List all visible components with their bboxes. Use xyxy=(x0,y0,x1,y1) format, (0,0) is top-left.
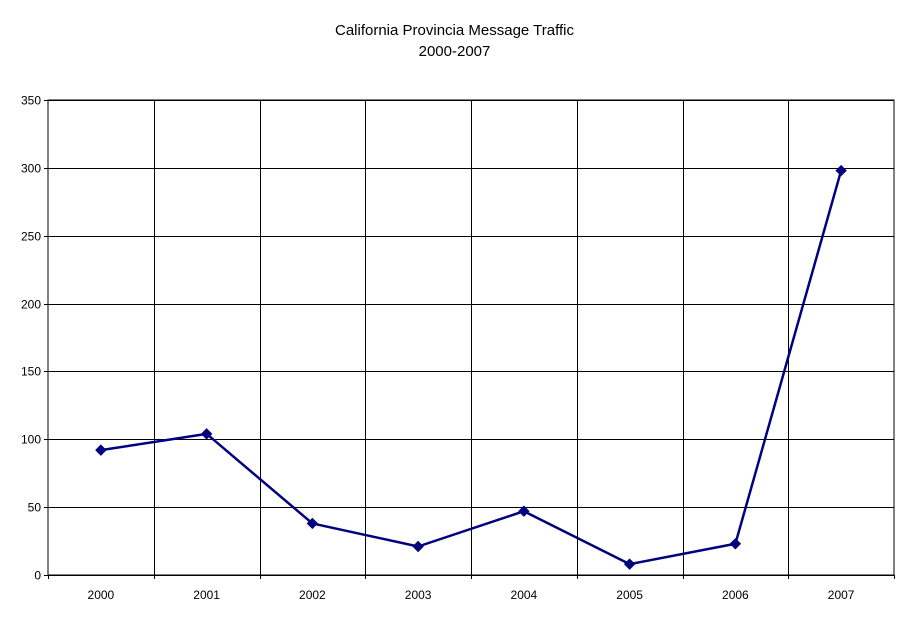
y-tick-label: 50 xyxy=(28,501,42,515)
y-tick-label: 200 xyxy=(21,298,41,312)
y-tick-label: 100 xyxy=(21,433,41,447)
y-tick-label: 350 xyxy=(21,94,41,108)
x-tick-label: 2000 xyxy=(88,588,115,602)
x-tick-label: 2002 xyxy=(299,588,326,602)
data-point xyxy=(200,428,213,440)
data-point xyxy=(306,517,319,530)
y-tick-label: 300 xyxy=(21,162,41,176)
y-tick-label: 0 xyxy=(34,569,41,583)
series-line xyxy=(100,170,843,566)
chart-subtitle: 2000-2007 xyxy=(418,43,491,60)
tick-labels: 0 50 100 150 200 250 300 350 2000 2001 2002 2003 200… xyxy=(21,94,855,603)
x-tick-label: 2006 xyxy=(722,588,749,602)
x-tick-label: 2001 xyxy=(193,588,220,602)
y-tick-label: 250 xyxy=(21,230,41,244)
y-tick-label: 150 xyxy=(21,365,41,379)
chart-title: California Provincia Message Traffic xyxy=(335,22,574,39)
data-point xyxy=(623,558,636,570)
x-tick-label: 2007 xyxy=(828,588,855,602)
data-point xyxy=(412,540,424,553)
grid xyxy=(47,99,895,576)
x-tick-label: 2005 xyxy=(616,588,643,602)
data-point xyxy=(95,444,107,456)
data-point xyxy=(729,538,742,550)
axes xyxy=(44,100,895,579)
x-tick-label: 2003 xyxy=(405,588,432,602)
data-point xyxy=(835,164,847,177)
series xyxy=(95,164,847,570)
x-tick-label: 2004 xyxy=(511,588,538,602)
data-point xyxy=(518,505,530,517)
